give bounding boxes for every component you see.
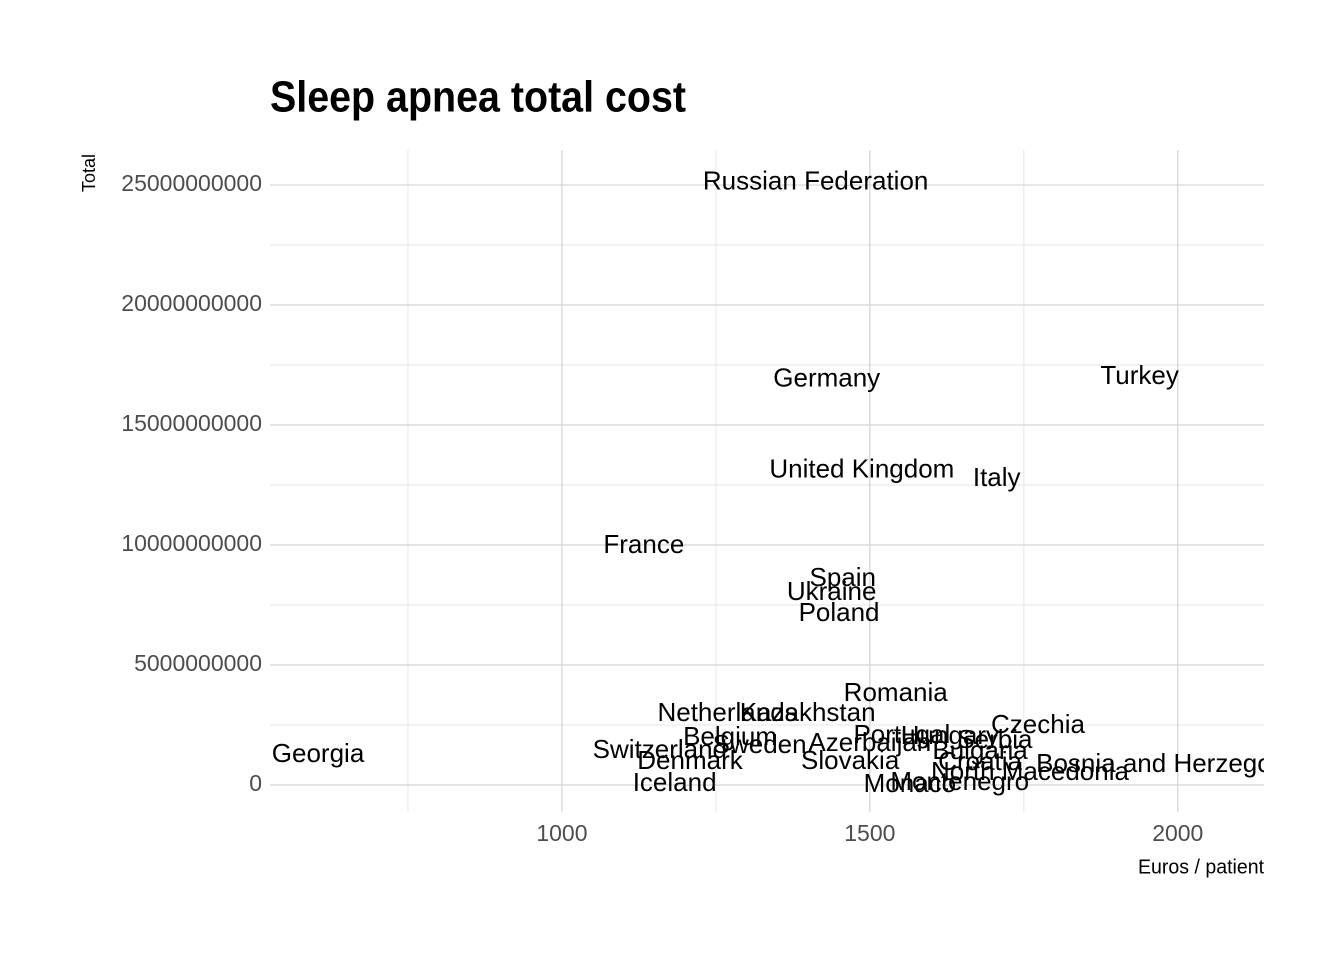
point-label: Bulgaria	[932, 735, 1028, 765]
point-label: Sweden	[713, 729, 807, 759]
y-tick-label: 10000000000	[121, 530, 262, 556]
point-label: Russian Federation	[703, 166, 928, 196]
x-axis-label: Euros / patient	[1138, 856, 1264, 878]
point-label: Bosnia and Herzegovina	[1036, 748, 1320, 778]
point-label: France	[603, 529, 684, 559]
grid	[270, 150, 1264, 812]
point-label: Monaco	[864, 768, 957, 798]
chart-title: Sleep apnea total cost	[270, 73, 686, 122]
point-label: Hungary	[901, 720, 999, 750]
point-label: Netherlands	[657, 697, 797, 727]
point-label: Azerbaijan	[808, 727, 931, 757]
x-tick-label: 1500	[844, 820, 895, 846]
point-label: North Macedonia	[931, 756, 1130, 786]
point-label: Italy	[973, 462, 1021, 492]
y-tick-label: 15000000000	[121, 410, 262, 436]
point-label: Belgium	[683, 721, 777, 751]
point-label: Denmark	[637, 745, 743, 775]
x-tick-label: 2000	[1152, 820, 1203, 846]
point-label: Germany	[773, 362, 880, 392]
point-label: Romania	[844, 677, 949, 707]
point-label: Serbia	[957, 724, 1033, 754]
point-label: Ukraine	[787, 576, 877, 606]
point-label: Croatia	[938, 746, 1022, 776]
point-label: Switzerland	[593, 734, 727, 764]
point-label: Turkey	[1100, 360, 1179, 390]
x-tick-label: 1000	[536, 820, 587, 846]
y-axis-label: Total	[79, 154, 99, 192]
point-label: Montenegro	[890, 766, 1029, 796]
point-label: United Kingdom	[769, 453, 954, 483]
plot-area: Russian Federation Germany Turkey United Ki…	[272, 166, 1320, 798]
y-tick-label: 25000000000	[121, 170, 262, 196]
y-tick-label: 0	[249, 770, 262, 796]
point-label: Kazakhstan	[740, 697, 876, 727]
point-label: Slovakia	[801, 745, 900, 775]
point-label: Poland	[799, 597, 880, 627]
point-label: Czechia	[991, 709, 1085, 739]
point-label: Georgia	[272, 738, 365, 768]
y-tick-label: 5000000000	[134, 650, 262, 676]
y-tick-label: 20000000000	[121, 290, 262, 316]
point-label: Spain	[810, 562, 877, 592]
point-label: Iceland	[633, 767, 717, 797]
point-label: Portugal	[853, 719, 950, 749]
